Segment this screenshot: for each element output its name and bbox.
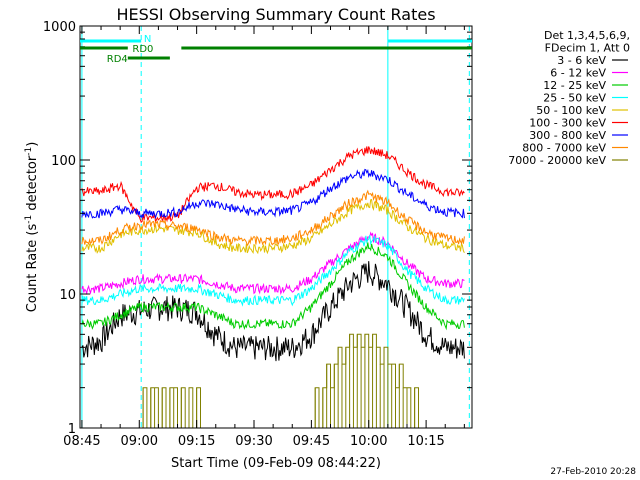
status-bar-n: N xyxy=(80,34,472,45)
plot-area xyxy=(81,26,470,428)
status-bar-label-rd0: RD0 xyxy=(132,44,153,55)
status-bar-label-rd4: RD4 xyxy=(107,54,128,65)
footer-timestamp: 27-Feb-2010 20:28 xyxy=(550,467,636,477)
y-axis: 1 10 100 1000 xyxy=(43,20,472,437)
x-tick-label: 09:15 xyxy=(178,434,215,449)
series-50-100kev xyxy=(81,198,465,255)
x-tick-label: 10:15 xyxy=(407,434,444,449)
legend-entry: 100 - 300 keV xyxy=(529,117,606,130)
series-12-25kev xyxy=(81,242,465,331)
legend-header: FDecim 1, Att 0 xyxy=(545,42,630,55)
legend-header: Det 1,3,4,5,6,9, xyxy=(544,29,630,42)
x-tick-label: 10:00 xyxy=(350,434,387,449)
chart-title: HESSI Observing Summary Count Rates xyxy=(116,5,435,24)
y-tick-label: 1000 xyxy=(43,20,76,35)
series-7000-20000kev xyxy=(139,333,429,428)
series-3-6kev xyxy=(81,261,465,362)
series-100-300kev xyxy=(81,146,465,224)
x-tick-label: 08:45 xyxy=(63,434,100,449)
series-6-12kev xyxy=(81,231,465,296)
y-tick-label: 10 xyxy=(59,288,76,303)
legend-entry: 12 - 25 keV xyxy=(543,79,606,92)
x-tick-label: 09:30 xyxy=(235,434,272,449)
x-tick-label: 09:45 xyxy=(293,434,330,449)
legend-entry: 7000 - 20000 keV xyxy=(508,154,606,167)
y-tick-label: 100 xyxy=(51,154,76,169)
series-300-800kev xyxy=(81,168,465,220)
legend-entry: 300 - 800 keV xyxy=(529,129,606,142)
legend-entry: 25 - 50 keV xyxy=(543,92,606,105)
x-axis-label: Start Time (09-Feb-09 08:44:22) xyxy=(171,456,381,471)
legend-entry: 800 - 7000 keV xyxy=(522,142,606,155)
status-bar-label-n: N xyxy=(144,34,151,45)
status-bar-rd0: RD0 xyxy=(80,44,472,55)
y-axis-label: Count Rate (s-1 detector-1) xyxy=(24,142,40,313)
y-tick-label: 1 xyxy=(68,422,76,437)
legend-entry: 50 - 100 keV xyxy=(536,104,606,117)
legend-entry: 3 - 6 keV xyxy=(557,54,606,67)
legend-entry: 6 - 12 keV xyxy=(550,67,606,80)
x-axis: 08:45 09:00 09:15 09:30 09:45 10:00 10:15 xyxy=(63,26,465,449)
series-800-7000kev xyxy=(81,189,465,247)
plot-frame xyxy=(79,25,473,429)
legend: Det 1,3,4,5,6,9,FDecim 1, Att 03 - 6 keV… xyxy=(508,29,630,167)
series-25-50kev xyxy=(81,234,465,307)
status-bar-rd4: RD4 xyxy=(107,54,170,65)
x-tick-label: 09:00 xyxy=(121,434,158,449)
